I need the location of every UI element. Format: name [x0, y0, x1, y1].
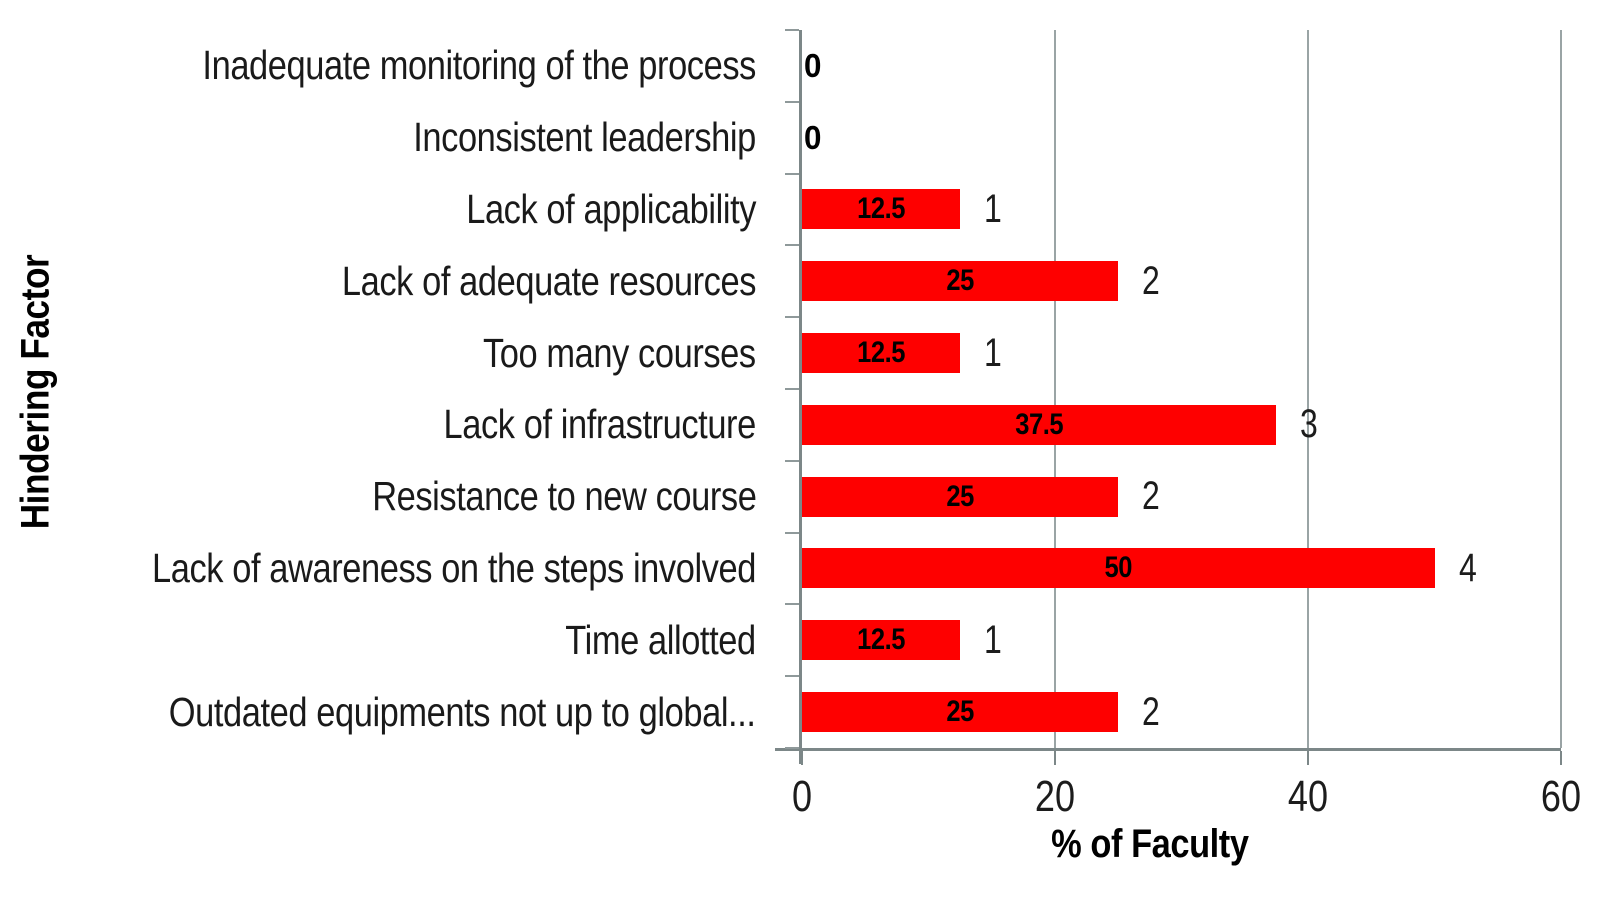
x-tick [1560, 751, 1562, 765]
bar-value-label: 0 [804, 46, 822, 84]
bar-count-label: 1 [984, 330, 1002, 375]
x-tick [1306, 751, 1309, 765]
y-tick [785, 388, 799, 390]
y-tick [785, 244, 799, 247]
category-label: Outdated equipments not up to global... [0, 676, 756, 748]
category-label-text: Lack of applicability [466, 185, 756, 232]
category-label-text: Lack of infrastructure [443, 401, 757, 448]
y-tick [785, 531, 799, 534]
category-label-text: Lack of adequate resources [341, 257, 757, 304]
y-tick [785, 603, 799, 606]
category-label-text: Time allotted [565, 616, 757, 663]
bar-value-label: 50 [1104, 551, 1133, 585]
category-label-text: Lack of awareness on the steps involved [152, 544, 756, 591]
plot-area: 0 20 40 60 0 0 12.5 1 25 2 12.5 1 37.5 3 25 2 50 4 12.5 1 25… [775, 29, 1581, 821]
y-tick [785, 100, 799, 103]
x-tick-label: 60 [1540, 772, 1582, 821]
x-axis-title: % of Faculty [770, 822, 1529, 867]
bar: 50 [802, 548, 1435, 589]
bar-row: 25 2 [802, 676, 1561, 748]
gridline [1560, 30, 1562, 748]
y-tick [785, 747, 799, 749]
bar: 25 [802, 476, 1119, 517]
category-label: Time allotted [0, 604, 757, 676]
category-label: Too many courses [0, 317, 756, 389]
category-label-text: Resistance to new course [371, 473, 757, 520]
bar: 12.5 [802, 333, 961, 374]
y-axis-line [799, 30, 802, 764]
gridline [1053, 30, 1056, 748]
bar-count-label: 3 [1300, 402, 1319, 447]
category-label-text: Too many courses [483, 329, 756, 376]
bar-value-label: 37.5 [1015, 407, 1064, 441]
bar-row: 25 2 [802, 461, 1561, 533]
bar: 25 [802, 692, 1119, 733]
bar-row: 25 2 [802, 245, 1561, 317]
x-axis-title-text: % of Faculty [1050, 822, 1249, 866]
category-label-text: Outdated equipments not up to global... [169, 688, 756, 735]
x-axis-line [775, 748, 1561, 751]
bar-count-label: 1 [984, 617, 1002, 662]
category-label: Inconsistent leadership [0, 102, 756, 174]
bar: 12.5 [802, 189, 961, 230]
bar-value-label: 12.5 [857, 623, 906, 657]
x-tick-label: 20 [1034, 772, 1076, 821]
x-tick-label: 40 [1287, 772, 1329, 821]
x-tick-label: 0 [791, 772, 813, 821]
category-label: Resistance to new course [0, 461, 757, 533]
bar-value-label: 0 [804, 118, 822, 156]
category-label: Lack of infrastructure [0, 389, 757, 461]
category-label-text: Inadequate monitoring of the process [202, 42, 756, 89]
bar-row: 0 [802, 30, 1561, 102]
category-label: Lack of applicability [0, 174, 756, 246]
bar-value-label: 25 [946, 695, 974, 729]
bar-row: 12.5 1 [802, 317, 1561, 389]
category-label: Inadequate monitoring of the process [0, 30, 756, 102]
bar-count-label: 2 [1142, 258, 1161, 303]
category-label: Lack of adequate resources [0, 245, 757, 317]
x-tick [801, 751, 803, 765]
bar-value-label: 25 [946, 479, 974, 513]
bar: 12.5 [802, 620, 961, 661]
bar-row: 12.5 1 [802, 604, 1561, 676]
bar-count-label: 1 [984, 186, 1002, 231]
bar-count-label: 2 [1142, 689, 1161, 734]
y-tick [785, 29, 799, 31]
bar-value-label: 25 [946, 264, 974, 298]
bar-row: 50 4 [802, 533, 1561, 605]
category-label: Lack of awareness on the steps involved [0, 533, 756, 605]
bar-count-label: 2 [1142, 474, 1161, 519]
bar-row: 12.5 1 [802, 174, 1561, 246]
category-axis: Inadequate monitoring of the process Inco… [0, 30, 768, 748]
y-tick [785, 675, 799, 678]
bar-count-label: 4 [1458, 545, 1477, 590]
y-tick [785, 316, 799, 319]
bar-value-label: 12.5 [857, 336, 906, 370]
y-tick [785, 172, 799, 175]
x-tick [1053, 751, 1056, 765]
bar: 25 [802, 261, 1119, 302]
y-tick [785, 459, 799, 462]
bar: 37.5 [802, 404, 1277, 445]
bar-row: 37.5 3 [802, 389, 1561, 461]
category-label-text: Inconsistent leadership [413, 114, 756, 161]
bar-value-label: 12.5 [857, 192, 906, 226]
gridline [1306, 30, 1309, 748]
bar-row: 0 [802, 102, 1561, 174]
